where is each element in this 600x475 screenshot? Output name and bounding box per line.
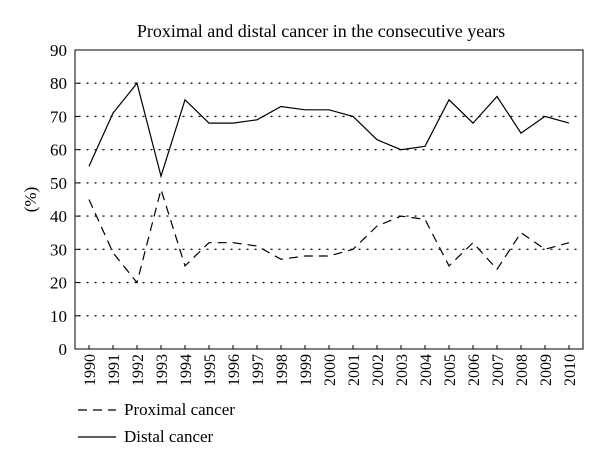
series-line-proximal-cancer xyxy=(88,187,570,284)
y-tick-label-60: 60 xyxy=(50,141,67,160)
x-tick-label-1996: 1996 xyxy=(226,354,243,386)
x-axis: 1990 1991 1992 1993 1994 1995 1996 1997 1998 1999… xyxy=(82,345,579,386)
x-tick-label-2006: 2006 xyxy=(466,354,483,386)
y-tick-label-10: 10 xyxy=(50,307,67,326)
gridlines xyxy=(78,82,582,317)
x-tick-label-2008: 2008 xyxy=(514,354,531,386)
y-tick-label-0: 0 xyxy=(59,340,68,359)
series-lines xyxy=(88,81,570,284)
x-tick-label-2003: 2003 xyxy=(394,354,411,386)
x-tick-label-2009: 2009 xyxy=(538,354,555,386)
series-line-distal-cancer xyxy=(88,81,570,179)
y-tick-label-80: 80 xyxy=(50,74,67,93)
y-tick-label-30: 30 xyxy=(50,240,67,259)
x-tick-label-1991: 1991 xyxy=(106,354,123,386)
y-tick-label-70: 70 xyxy=(50,107,67,126)
x-tick-label-2010: 2010 xyxy=(562,354,579,386)
x-tick-label-1998: 1998 xyxy=(274,354,291,386)
x-tick-label-2002: 2002 xyxy=(370,354,387,386)
y-axis: 0 10 20 30 40 50 60 70 80 90 xyxy=(50,41,79,359)
x-tick-label-2007: 2007 xyxy=(490,354,507,386)
legend-label-distal-cancer: Distal cancer xyxy=(124,427,214,446)
x-tick-label-1992: 1992 xyxy=(130,354,147,386)
y-tick-label-90: 90 xyxy=(50,41,67,60)
plot-frame xyxy=(74,49,584,350)
chart-title: Proximal and distal cancer in the consec… xyxy=(137,21,505,41)
x-tick-label-1995: 1995 xyxy=(202,354,219,386)
legend: Proximal cancer Distal cancer xyxy=(78,400,235,446)
x-tick-label-1994: 1994 xyxy=(178,354,195,386)
x-tick-label-2001: 2001 xyxy=(346,354,363,386)
x-tick-label-1990: 1990 xyxy=(82,354,99,386)
y-tick-label-50: 50 xyxy=(50,174,67,193)
x-tick-label-2000: 2000 xyxy=(322,354,339,386)
x-tick-label-2005: 2005 xyxy=(442,354,459,386)
x-tick-label-1999: 1999 xyxy=(298,354,315,386)
y-tick-label-20: 20 xyxy=(50,274,67,293)
x-tick-label-1997: 1997 xyxy=(250,354,267,386)
y-tick-label-40: 40 xyxy=(50,207,67,226)
x-tick-label-1993: 1993 xyxy=(154,354,171,386)
x-tick-label-2004: 2004 xyxy=(418,354,435,386)
legend-label-proximal-cancer: Proximal cancer xyxy=(124,400,235,419)
y-axis-label: (%) xyxy=(21,187,40,212)
